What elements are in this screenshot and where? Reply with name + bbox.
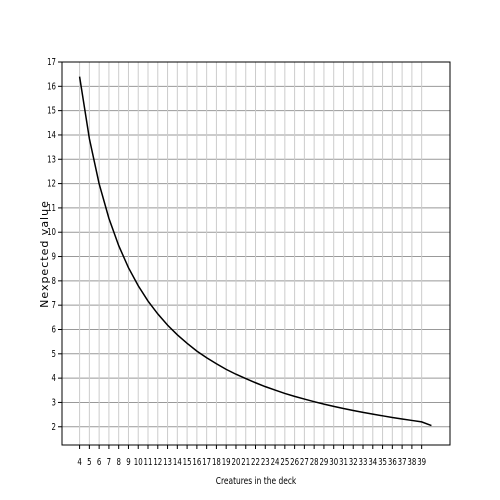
x-tick-label: 24	[271, 457, 280, 469]
x-tick-label: 17	[202, 457, 211, 469]
x-tick-label: 15	[183, 457, 192, 469]
x-tick-label: 29	[319, 457, 328, 469]
x-tick-label: 16	[192, 457, 201, 469]
x-tick-label: 30	[329, 457, 338, 469]
x-tick-label: 14	[173, 457, 182, 469]
y-tick-label: 6	[52, 324, 56, 336]
x-tick-label: 25	[280, 457, 289, 469]
x-tick-label: 6	[97, 457, 101, 469]
y-tick-label: 15	[47, 106, 56, 118]
x-tick-label: 33	[359, 457, 368, 469]
y-tick-label: 9	[52, 251, 56, 263]
x-tick-label: 9	[126, 457, 130, 469]
x-tick-label: 20	[232, 457, 241, 469]
x-tick-label: 32	[349, 457, 358, 469]
x-tick-label: 21	[241, 457, 250, 469]
x-tick-label: 26	[290, 457, 299, 469]
x-tick-label: 39	[417, 457, 426, 469]
data-line	[78, 76, 432, 427]
x-tick-label: 36	[388, 457, 397, 469]
x-tick-label: 19	[222, 457, 231, 469]
y-tick-label: 2	[52, 422, 56, 434]
x-tick-label: 18	[212, 457, 221, 469]
y-axis-label: Nexpected value	[38, 200, 51, 308]
y-tick-label: 13	[47, 154, 56, 166]
x-tick-label: 31	[339, 457, 348, 469]
y-tick-label: 14	[47, 130, 56, 142]
y-tick-label: 5	[52, 349, 56, 361]
x-tick-label: 28	[310, 457, 319, 469]
y-tick-label: 3	[52, 397, 56, 409]
y-tick-label: 11	[47, 203, 56, 215]
y-tick-label: 8	[52, 276, 56, 288]
y-tick-label: 7	[52, 300, 56, 312]
x-tick-label: 38	[407, 457, 416, 469]
x-tick-label: 5	[87, 457, 91, 469]
x-tick-label: 23	[261, 457, 270, 469]
y-tick-label: 12	[47, 178, 56, 190]
y-tick-label: 4	[52, 373, 56, 385]
x-tick-label: 37	[398, 457, 407, 469]
y-tick-label: 10	[47, 227, 56, 239]
x-tick-label: 35	[378, 457, 387, 469]
x-tick-label: 12	[153, 457, 162, 469]
x-tick-label: 11	[144, 457, 153, 469]
x-tick-label: 34	[368, 457, 377, 469]
y-tick-label: 17	[47, 57, 56, 69]
x-tick-label: 7	[107, 457, 111, 469]
y-tick-label: 16	[47, 81, 56, 93]
x-tick-label: 8	[116, 457, 120, 469]
x-tick-label: 10	[134, 457, 143, 469]
x-tick-label: 13	[163, 457, 172, 469]
x-axis-label: Creatures in the deck	[216, 476, 297, 487]
x-tick-label: 22	[251, 457, 260, 469]
x-tick-label: 27	[300, 457, 309, 469]
x-tick-label: 4	[77, 457, 81, 469]
